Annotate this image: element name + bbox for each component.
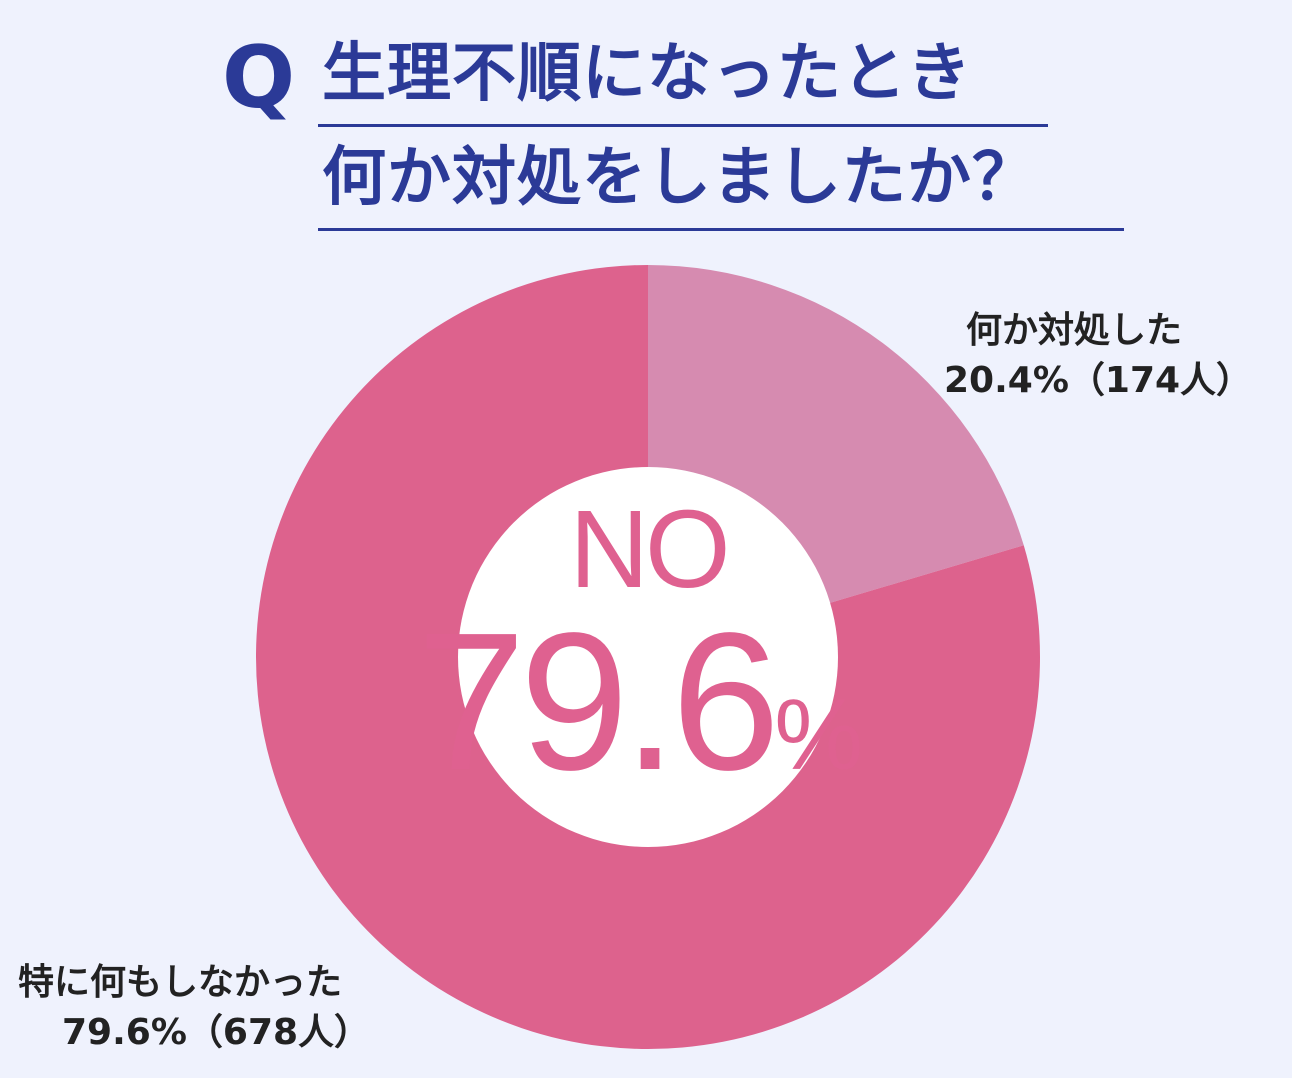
center-label: NO — [569, 488, 731, 611]
question-mark: Q — [222, 28, 296, 128]
center-value: 79.6 — [416, 592, 780, 811]
center-unit: % — [774, 679, 864, 791]
callout-action-taken: 何か対処した 20.4%（174人） — [944, 306, 1252, 406]
question-line-2: 何か対処をしましたか？ — [322, 141, 1037, 215]
callout-nothing-done-name: 特に何もしなかった — [18, 962, 343, 1003]
question-underline-2 — [318, 228, 1124, 231]
question-line-1: 生理不順になったとき — [322, 37, 972, 111]
question-underline-1 — [318, 124, 1048, 127]
callout-action-taken-detail: 20.4%（174人） — [944, 360, 1253, 401]
callout-action-taken-name: 何か対処した — [966, 310, 1183, 351]
center-percentage: 79.6% — [417, 602, 863, 835]
callout-nothing-done: 特に何もしなかった 79.6%（678人） — [18, 958, 370, 1058]
donut-center — [458, 467, 838, 847]
callout-nothing-done-detail: 79.6%（678人） — [62, 1012, 371, 1053]
